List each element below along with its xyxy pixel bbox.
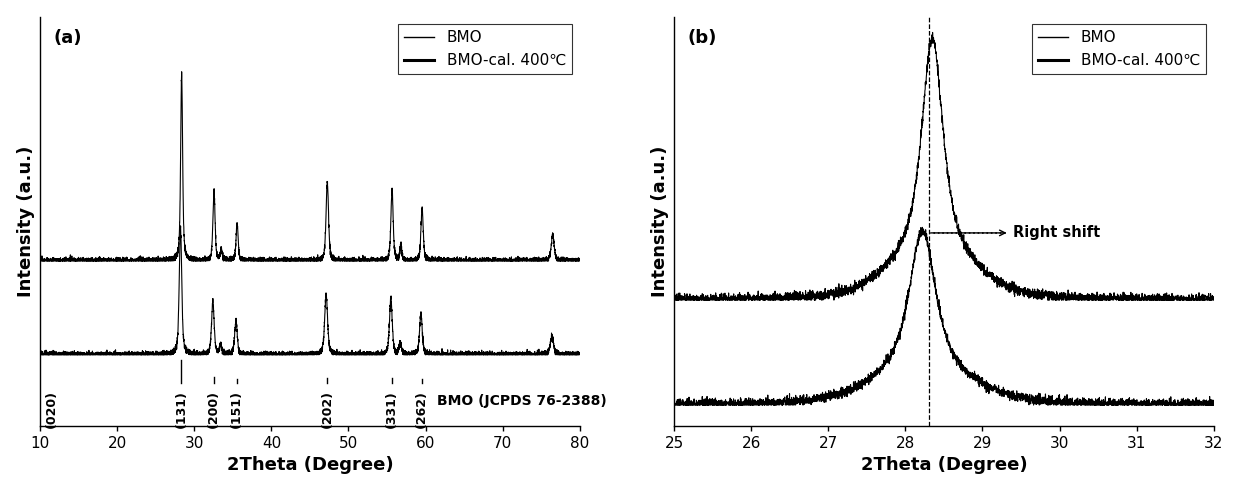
Text: (151): (151) (231, 390, 243, 428)
Text: BMO (JCPDS 76-2388): BMO (JCPDS 76-2388) (438, 394, 606, 408)
Legend: BMO, BMO-cal. 400℃: BMO, BMO-cal. 400℃ (1032, 25, 1207, 74)
Text: (331): (331) (386, 390, 398, 428)
Y-axis label: Intensity (a.u.): Intensity (a.u.) (16, 146, 35, 297)
Text: Right shift: Right shift (1013, 225, 1101, 241)
Text: (131): (131) (175, 390, 187, 428)
X-axis label: 2Theta (Degree): 2Theta (Degree) (861, 456, 1027, 474)
Text: (a): (a) (53, 29, 82, 47)
Text: (b): (b) (688, 29, 717, 47)
X-axis label: 2Theta (Degree): 2Theta (Degree) (227, 456, 393, 474)
Legend: BMO, BMO-cal. 400℃: BMO, BMO-cal. 400℃ (398, 25, 572, 74)
Y-axis label: Intensity (a.u.): Intensity (a.u.) (651, 146, 668, 297)
Text: (020): (020) (46, 390, 58, 428)
Text: (200): (200) (207, 390, 221, 428)
Text: (202): (202) (320, 390, 334, 428)
Text: (262): (262) (415, 390, 428, 428)
